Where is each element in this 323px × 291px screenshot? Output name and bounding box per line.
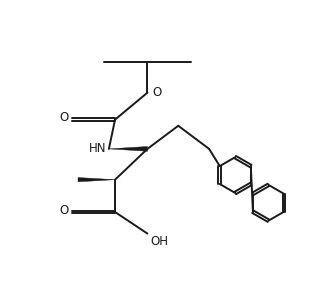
Text: O: O <box>60 111 69 124</box>
Text: HN: HN <box>89 142 106 155</box>
Polygon shape <box>78 178 115 182</box>
Text: O: O <box>60 203 69 217</box>
Polygon shape <box>109 146 147 151</box>
Text: OH: OH <box>150 235 168 248</box>
Text: O: O <box>152 86 161 99</box>
